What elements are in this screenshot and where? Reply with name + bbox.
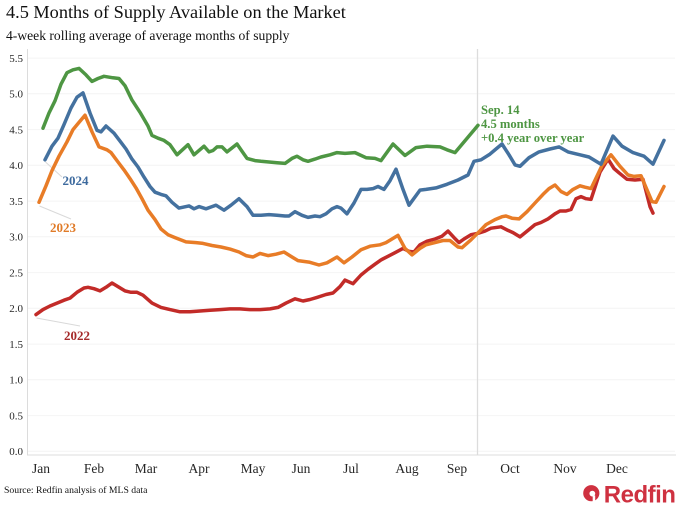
svg-text:2.5: 2.5 [9, 267, 23, 279]
svg-text:0.5: 0.5 [9, 410, 23, 422]
svg-text:Jun: Jun [292, 461, 311, 476]
svg-text:Feb: Feb [84, 461, 105, 476]
svg-text:Redfin: Redfin [604, 482, 676, 509]
svg-text:Apr: Apr [189, 461, 210, 476]
svg-text:Dec: Dec [606, 461, 628, 476]
svg-text:2.0: 2.0 [9, 303, 23, 315]
svg-text:3.5: 3.5 [9, 196, 23, 208]
svg-text:1.0: 1.0 [9, 375, 23, 387]
svg-text:0.0: 0.0 [9, 446, 23, 458]
svg-text:4.5: 4.5 [9, 124, 23, 136]
svg-text:5.0: 5.0 [9, 89, 23, 101]
svg-text:1.5: 1.5 [9, 339, 23, 351]
svg-text:4.0: 4.0 [9, 160, 23, 172]
svg-text:Sep: Sep [447, 461, 468, 476]
svg-text:Mar: Mar [135, 461, 158, 476]
svg-text:3.0: 3.0 [9, 232, 23, 244]
svg-text:Oct: Oct [500, 461, 520, 476]
svg-text:Jul: Jul [343, 461, 359, 476]
svg-text:5.5: 5.5 [9, 53, 23, 65]
svg-text:Jan: Jan [32, 461, 50, 476]
svg-text:May: May [241, 461, 266, 476]
svg-text:Aug: Aug [395, 461, 418, 476]
svg-text:Nov: Nov [553, 461, 576, 476]
